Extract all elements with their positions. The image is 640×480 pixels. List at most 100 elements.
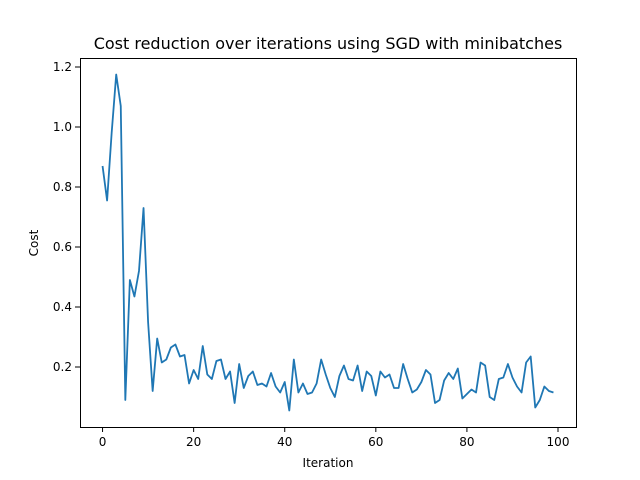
data-point bbox=[302, 383, 304, 385]
data-point bbox=[284, 381, 286, 383]
data-point bbox=[307, 393, 309, 395]
data-point bbox=[229, 371, 231, 373]
data-point bbox=[320, 359, 322, 361]
data-point bbox=[530, 356, 532, 358]
data-point bbox=[384, 377, 386, 379]
data-point bbox=[102, 165, 104, 167]
data-point bbox=[343, 365, 345, 367]
data-point bbox=[439, 399, 441, 401]
data-point bbox=[484, 365, 486, 367]
data-point bbox=[188, 383, 190, 385]
data-point bbox=[475, 392, 477, 394]
data-point bbox=[466, 393, 468, 395]
data-point bbox=[407, 378, 409, 380]
data-point bbox=[124, 399, 126, 401]
data-point bbox=[416, 389, 418, 391]
data-point bbox=[398, 387, 400, 389]
data-point bbox=[133, 296, 135, 298]
data-point bbox=[238, 363, 240, 365]
data-point bbox=[288, 410, 290, 412]
x-tick-label: 80 bbox=[459, 435, 474, 449]
data-point bbox=[220, 359, 222, 361]
data-point bbox=[311, 392, 313, 394]
data-point bbox=[247, 375, 249, 377]
plot-area bbox=[101, 73, 554, 412]
data-point bbox=[279, 392, 281, 394]
data-point bbox=[402, 363, 404, 365]
data-point bbox=[493, 399, 495, 401]
y-tick-label: 0.2 bbox=[53, 360, 72, 374]
data-point bbox=[120, 105, 122, 107]
data-point bbox=[156, 338, 158, 340]
data-point bbox=[434, 402, 436, 404]
data-point bbox=[516, 386, 518, 388]
data-point bbox=[179, 356, 181, 358]
data-point bbox=[174, 344, 176, 346]
data-point bbox=[348, 378, 350, 380]
data-point bbox=[338, 375, 340, 377]
data-point bbox=[489, 396, 491, 398]
plot-frame bbox=[80, 58, 577, 428]
data-point bbox=[548, 390, 550, 392]
data-point bbox=[361, 390, 363, 392]
data-point bbox=[375, 395, 377, 397]
data-point bbox=[429, 374, 431, 376]
data-point bbox=[316, 383, 318, 385]
data-point bbox=[425, 369, 427, 371]
y-axis: 0.2 0.4 0.6 0.8 1.0 1.2 bbox=[53, 60, 80, 374]
data-point bbox=[457, 368, 459, 370]
data-point bbox=[211, 378, 213, 380]
x-axis-label: Iteration bbox=[303, 456, 354, 470]
data-point bbox=[261, 383, 263, 385]
data-point bbox=[502, 377, 504, 379]
data-point bbox=[111, 132, 113, 134]
data-point bbox=[452, 378, 454, 380]
x-tick-label: 40 bbox=[277, 435, 292, 449]
data-point bbox=[534, 407, 536, 409]
data-point bbox=[470, 389, 472, 391]
data-point bbox=[543, 386, 545, 388]
data-point bbox=[161, 362, 163, 364]
y-axis-label: Cost bbox=[27, 229, 41, 256]
data-point bbox=[297, 392, 299, 394]
x-tick-label: 20 bbox=[186, 435, 201, 449]
data-point bbox=[357, 365, 359, 367]
data-point bbox=[552, 392, 554, 394]
data-point bbox=[448, 372, 450, 374]
data-point bbox=[352, 380, 354, 382]
data-point bbox=[443, 380, 445, 382]
data-point bbox=[184, 354, 186, 356]
data-point bbox=[170, 347, 172, 349]
data-point bbox=[521, 392, 523, 394]
data-point bbox=[115, 74, 117, 76]
x-tick-label: 0 bbox=[99, 435, 107, 449]
data-point bbox=[225, 378, 227, 380]
data-point bbox=[293, 359, 295, 361]
data-point bbox=[329, 387, 331, 389]
data-point bbox=[243, 387, 245, 389]
series-line bbox=[101, 73, 554, 412]
data-point bbox=[366, 371, 368, 373]
data-point bbox=[525, 362, 527, 364]
data-point bbox=[393, 387, 395, 389]
data-point bbox=[388, 374, 390, 376]
data-point bbox=[334, 396, 336, 398]
data-point bbox=[461, 398, 463, 400]
data-point bbox=[193, 369, 195, 371]
data-point bbox=[143, 207, 145, 209]
data-point bbox=[325, 374, 327, 376]
chart-title: Cost reduction over iterations using SGD… bbox=[94, 34, 563, 53]
data-point bbox=[270, 372, 272, 374]
y-tick-label: 0.6 bbox=[53, 240, 72, 254]
data-point bbox=[498, 378, 500, 380]
data-point bbox=[507, 363, 509, 365]
data-point bbox=[206, 374, 208, 376]
data-point bbox=[379, 371, 381, 373]
data-point bbox=[252, 371, 254, 373]
data-point bbox=[256, 384, 258, 386]
y-tick-label: 1.2 bbox=[53, 60, 72, 74]
data-point bbox=[106, 200, 108, 202]
x-tick-label: 60 bbox=[368, 435, 383, 449]
data-point bbox=[480, 362, 482, 364]
